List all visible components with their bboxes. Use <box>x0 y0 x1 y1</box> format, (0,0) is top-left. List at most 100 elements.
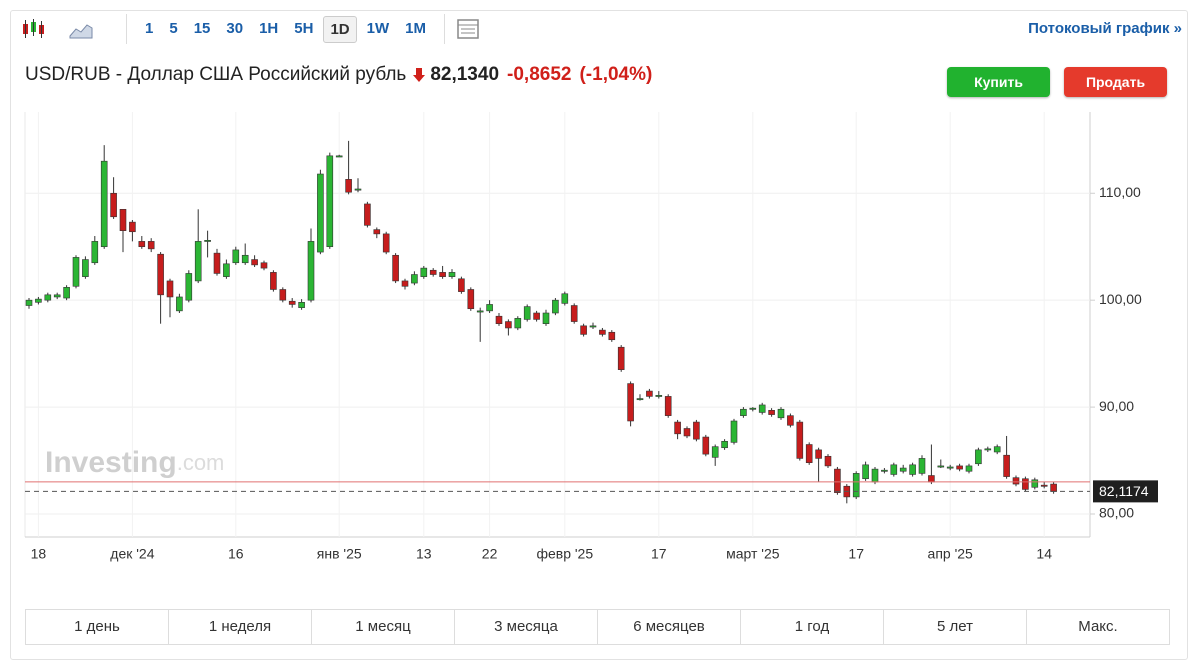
candle-body <box>129 221 136 233</box>
candle-body <box>514 318 522 329</box>
candle-body <box>852 473 860 498</box>
candle-body <box>693 421 700 440</box>
x-tick-label: 17 <box>651 546 667 562</box>
range-button[interactable]: 1 год <box>741 610 884 644</box>
change: -0,8652 <box>507 64 572 85</box>
x-tick-label: февр '25 <box>536 546 593 562</box>
range-button[interactable]: 5 лет <box>884 610 1027 644</box>
y-tick-label: 110,00 <box>1099 184 1141 200</box>
candle-body <box>166 280 174 298</box>
toolbar: 1 5 15 30 1H 5H 1D 1W 1M <box>20 14 503 44</box>
candle-body <box>270 272 277 290</box>
candle-body <box>495 315 503 324</box>
candle-body <box>505 321 512 329</box>
range-button[interactable]: Макс. <box>1078 618 1118 635</box>
candle-body <box>439 272 446 277</box>
candle-body <box>599 329 606 335</box>
candle-body <box>730 420 738 443</box>
candle-body <box>458 278 465 292</box>
candle-body <box>82 259 89 277</box>
y-tick-label: 100,00 <box>1099 291 1142 307</box>
candle-body <box>364 203 371 226</box>
watermark-suffix: .com <box>177 450 225 475</box>
candle-body <box>185 273 193 301</box>
candle-body <box>918 458 926 474</box>
candle-body <box>354 188 362 191</box>
candle-body <box>862 464 869 480</box>
candle-body <box>787 415 794 426</box>
candle-body <box>35 298 42 303</box>
interval-button[interactable]: 5 <box>169 19 178 37</box>
y-tick-label: 80,00 <box>1099 505 1134 521</box>
candle-body <box>1031 479 1039 488</box>
candle-body <box>157 253 164 296</box>
candles-icon[interactable] <box>20 16 46 42</box>
candle-body <box>1012 477 1020 485</box>
candle-body <box>411 274 418 284</box>
candle-body <box>279 289 287 301</box>
candle-body <box>928 475 935 483</box>
candle-body <box>429 269 437 275</box>
candle-body <box>655 395 663 397</box>
candle-body <box>382 233 390 253</box>
intervals: 1 5 15 30 1H 5H 1D 1W 1M <box>137 15 434 43</box>
candle-body <box>824 455 832 467</box>
candle-body <box>777 408 785 419</box>
candle-body <box>570 305 578 322</box>
area-icon[interactable] <box>68 16 94 42</box>
candle-body <box>796 421 804 459</box>
x-tick-label: 22 <box>482 546 498 562</box>
instrument-header: USD/RUB - Доллар США Российский рубль 82… <box>25 64 660 86</box>
down-arrow <box>413 68 426 82</box>
candle-body <box>768 410 775 415</box>
candle-body <box>486 304 493 312</box>
candle-body <box>580 325 587 335</box>
candle-body <box>909 464 916 475</box>
interval-button[interactable]: 1M <box>405 19 426 37</box>
interval-button[interactable]: 1W <box>366 19 390 37</box>
candle-body <box>956 465 963 470</box>
candle-body <box>523 306 531 320</box>
range-button[interactable]: 1 неделя <box>169 610 312 644</box>
candle-body <box>946 466 954 469</box>
price: 82,1340 <box>430 64 500 85</box>
candle-body <box>1022 478 1029 490</box>
watermark: Investing.com <box>45 446 224 479</box>
candle-body <box>552 299 559 314</box>
widget-card <box>10 10 1188 660</box>
range-button[interactable]: 3 месяца <box>455 610 598 644</box>
candle-body <box>345 179 352 193</box>
interval-button[interactable]: 1 <box>145 19 154 37</box>
interval-button[interactable]: 5H <box>294 19 314 37</box>
range-button[interactable]: 1 день <box>26 610 169 644</box>
candle-body <box>232 249 240 264</box>
range-button[interactable]: 6 месяцев <box>598 610 741 644</box>
interval-button[interactable]: 15 <box>193 19 211 37</box>
last-price-label: 82,1174 <box>1099 483 1149 499</box>
candle-body <box>251 259 258 266</box>
interval-button[interactable]: 30 <box>226 19 244 37</box>
interval-button[interactable]: 1D <box>323 15 357 43</box>
candle-body <box>975 449 982 465</box>
x-tick-label: янв '25 <box>317 546 362 562</box>
candle-body <box>307 241 315 301</box>
candle-body <box>298 302 305 308</box>
candle-body <box>467 289 475 310</box>
streaming-link[interactable]: Потоковый график » <box>1028 20 1182 37</box>
candle-body <box>335 155 343 158</box>
separator <box>443 14 445 44</box>
range-button[interactable]: 1 месяц <box>312 610 455 644</box>
candle-body <box>72 257 80 287</box>
candle-body <box>636 398 644 401</box>
sell-button[interactable]: Продать <box>1064 67 1167 97</box>
table-icon[interactable] <box>455 16 481 42</box>
buy-button[interactable]: Купить <box>947 67 1050 97</box>
candle-body <box>805 444 813 463</box>
candle-body <box>25 299 33 306</box>
candle-body <box>100 160 108 248</box>
x-tick-label: дек '24 <box>110 546 154 562</box>
interval-button[interactable]: 1H <box>259 19 279 37</box>
candle-body <box>758 404 766 413</box>
candle-body <box>711 446 719 458</box>
candle-body <box>1040 484 1048 487</box>
